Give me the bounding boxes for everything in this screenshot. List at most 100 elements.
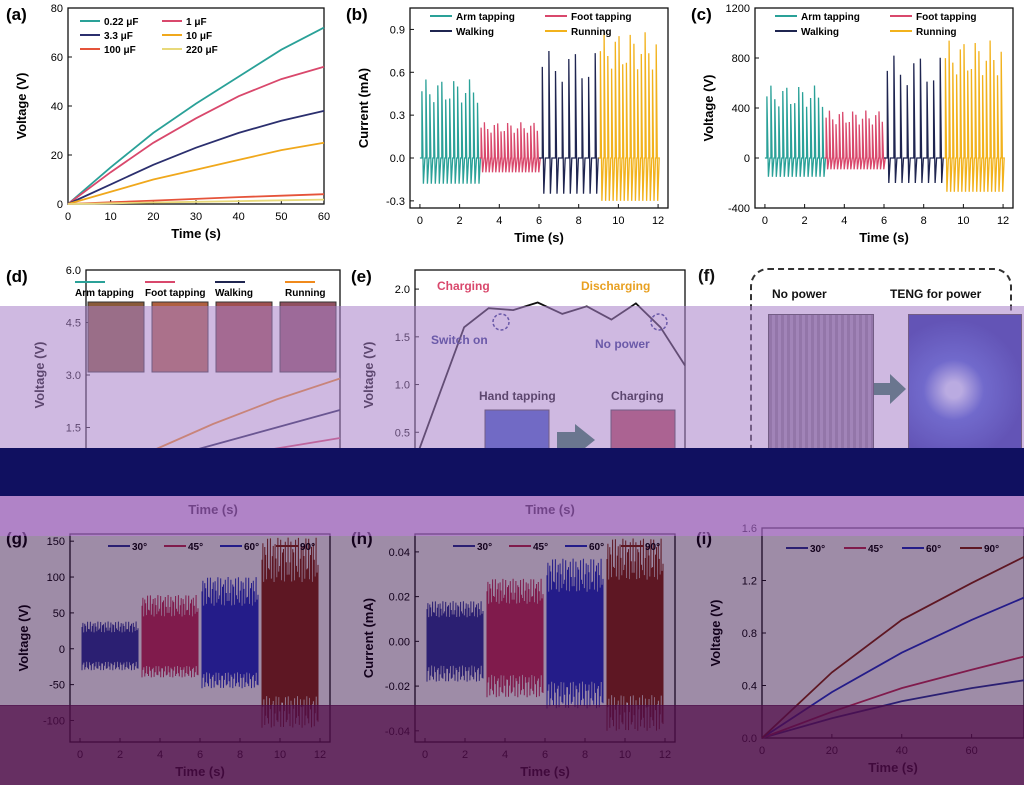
legend-label: Arm tapping: [456, 12, 515, 23]
discharging-annotation: Discharging: [581, 279, 650, 293]
x-tick-label: 10: [274, 749, 286, 761]
y-tick-label: 0.3: [390, 110, 405, 122]
burst-trace: [606, 538, 664, 731]
x-tick-label: 10: [612, 215, 624, 227]
y-tick-label: 4.5: [66, 318, 81, 330]
legend-label: Walking: [801, 27, 839, 38]
panel-g: (g) Time (s) Voltage (V) 0 2 4 6 8 10 12 150 100 50 0…: [6, 529, 331, 779]
x-tick-label: 8: [576, 215, 582, 227]
x-axis-title: Time (s): [175, 764, 225, 779]
legend-label: 45°: [533, 542, 548, 553]
x-tick-label: 4: [841, 215, 847, 227]
legend-label: 30°: [810, 544, 825, 555]
legend-label: 30°: [132, 542, 147, 553]
y-tick-label: 0.0: [390, 153, 405, 165]
y-tick-label: -100: [43, 715, 65, 727]
panel-label: (i): [696, 529, 712, 548]
series-line: [761, 655, 1024, 739]
teng-powered-photo: [908, 314, 1022, 466]
series-line: [67, 26, 325, 205]
legend-label: 220 μF: [186, 45, 218, 56]
signal-trace: [884, 55, 944, 184]
y-axis-title: Voltage (V): [16, 605, 31, 672]
x-tick-label: 0: [65, 211, 71, 223]
legend-label: 60°: [244, 542, 259, 553]
legend-label: 60°: [926, 544, 941, 555]
y-axis-title: Current (mA): [356, 68, 371, 148]
y-tick-label: 1.0: [395, 380, 410, 392]
panel-c: (c) Time (s) Voltage (V) 0 2 4 6 8 10 12 -400 0 400 8…: [691, 3, 1014, 245]
y-tick-label: 2.0: [395, 284, 410, 296]
y-tick-label: 0.00: [389, 636, 410, 648]
legend-label: 3.3 μF: [104, 31, 133, 42]
x-tick-label: 20: [826, 745, 838, 757]
x-tick-label: 60: [318, 211, 330, 223]
x-tick-label: 12: [659, 749, 671, 761]
signal-trace: [824, 110, 887, 170]
x-tick-label: 0: [77, 749, 83, 761]
y-tick-label: 150: [47, 536, 65, 548]
x-tick-label: 12: [314, 749, 326, 761]
legend-label: 30°: [477, 542, 492, 553]
x-tick-label: 0: [422, 749, 428, 761]
teng-power-label: TENG for power: [890, 287, 982, 301]
legend-label: 45°: [188, 542, 203, 553]
x-tick-label: 20: [147, 211, 159, 223]
y-tick-label: -400: [728, 203, 750, 215]
panel-e: (e) Time (s) Voltage (V) 2.0 1.5 1.0 0.5 Chargi…: [351, 267, 686, 517]
x-tick-label: 30: [190, 211, 202, 223]
x-tick-label: 4: [496, 215, 502, 227]
x-axis-title: Time (s): [188, 502, 238, 517]
burst-trace: [201, 576, 259, 689]
x-tick-label: 10: [105, 211, 117, 223]
x-tick-label: 2: [802, 215, 808, 227]
y-tick-label: -50: [49, 680, 65, 692]
y-tick-label: 80: [51, 3, 63, 15]
x-axis-title: Time (s): [514, 230, 564, 245]
y-axis-title: Voltage (V): [14, 73, 29, 140]
plot-frame: [761, 527, 1024, 739]
no-power-label: No power: [772, 287, 827, 301]
y-tick-label: 6.0: [66, 265, 81, 277]
panel-f-label: (f): [698, 266, 715, 285]
panel-label: (c): [691, 5, 712, 24]
x-tick-label: 50: [275, 211, 287, 223]
y-tick-label: 0.8: [742, 628, 757, 640]
burst-trace: [141, 594, 199, 678]
hand-tapping-photo: [484, 409, 550, 471]
legend-label: 60°: [589, 542, 604, 553]
x-axis-title: Time (s): [859, 230, 909, 245]
plot-frame: [754, 7, 1014, 209]
no-power-annotation: No power: [595, 337, 650, 351]
burst-trace: [261, 537, 319, 728]
y-tick-label: 40: [51, 101, 63, 113]
y-axis-title: Voltage (V): [701, 75, 716, 142]
legend-label: 100 μF: [104, 45, 136, 56]
panel-h: (h) Time (s) Current (mA) 0 2 4 6 8 10 12 0.04 0.02…: [351, 529, 676, 779]
legend-label: Foot tapping: [916, 12, 977, 23]
y-axis-title: Current (mA): [361, 598, 376, 678]
x-tick-label: 0: [759, 745, 765, 757]
x-tick-label: 60: [965, 745, 977, 757]
x-tick-label: 10: [957, 215, 969, 227]
signal-trace: [598, 32, 660, 201]
series-line: [85, 451, 341, 481]
y-tick-label: 60: [51, 52, 63, 64]
legend-label: 0.22 μF: [104, 17, 138, 28]
panel-label: (d): [6, 267, 28, 286]
charging-photo: [610, 409, 676, 471]
series-line: [67, 193, 325, 205]
x-tick-label: 6: [536, 215, 542, 227]
y-tick-label: 1.5: [66, 423, 81, 435]
series-line: [761, 556, 1024, 739]
y-tick-label: 50: [53, 608, 65, 620]
x-tick-label: 0: [762, 215, 768, 227]
x-axis-title: Time (s): [868, 760, 918, 775]
series-line: [67, 141, 325, 205]
y-tick-label: 0.9: [390, 24, 405, 36]
legend-label: Running: [285, 288, 326, 299]
x-tick-label: 0: [417, 215, 423, 227]
burst-trace: [81, 621, 139, 671]
signal-trace: [419, 79, 482, 184]
hand-tapping-inset-label: Hand tapping: [479, 389, 556, 403]
